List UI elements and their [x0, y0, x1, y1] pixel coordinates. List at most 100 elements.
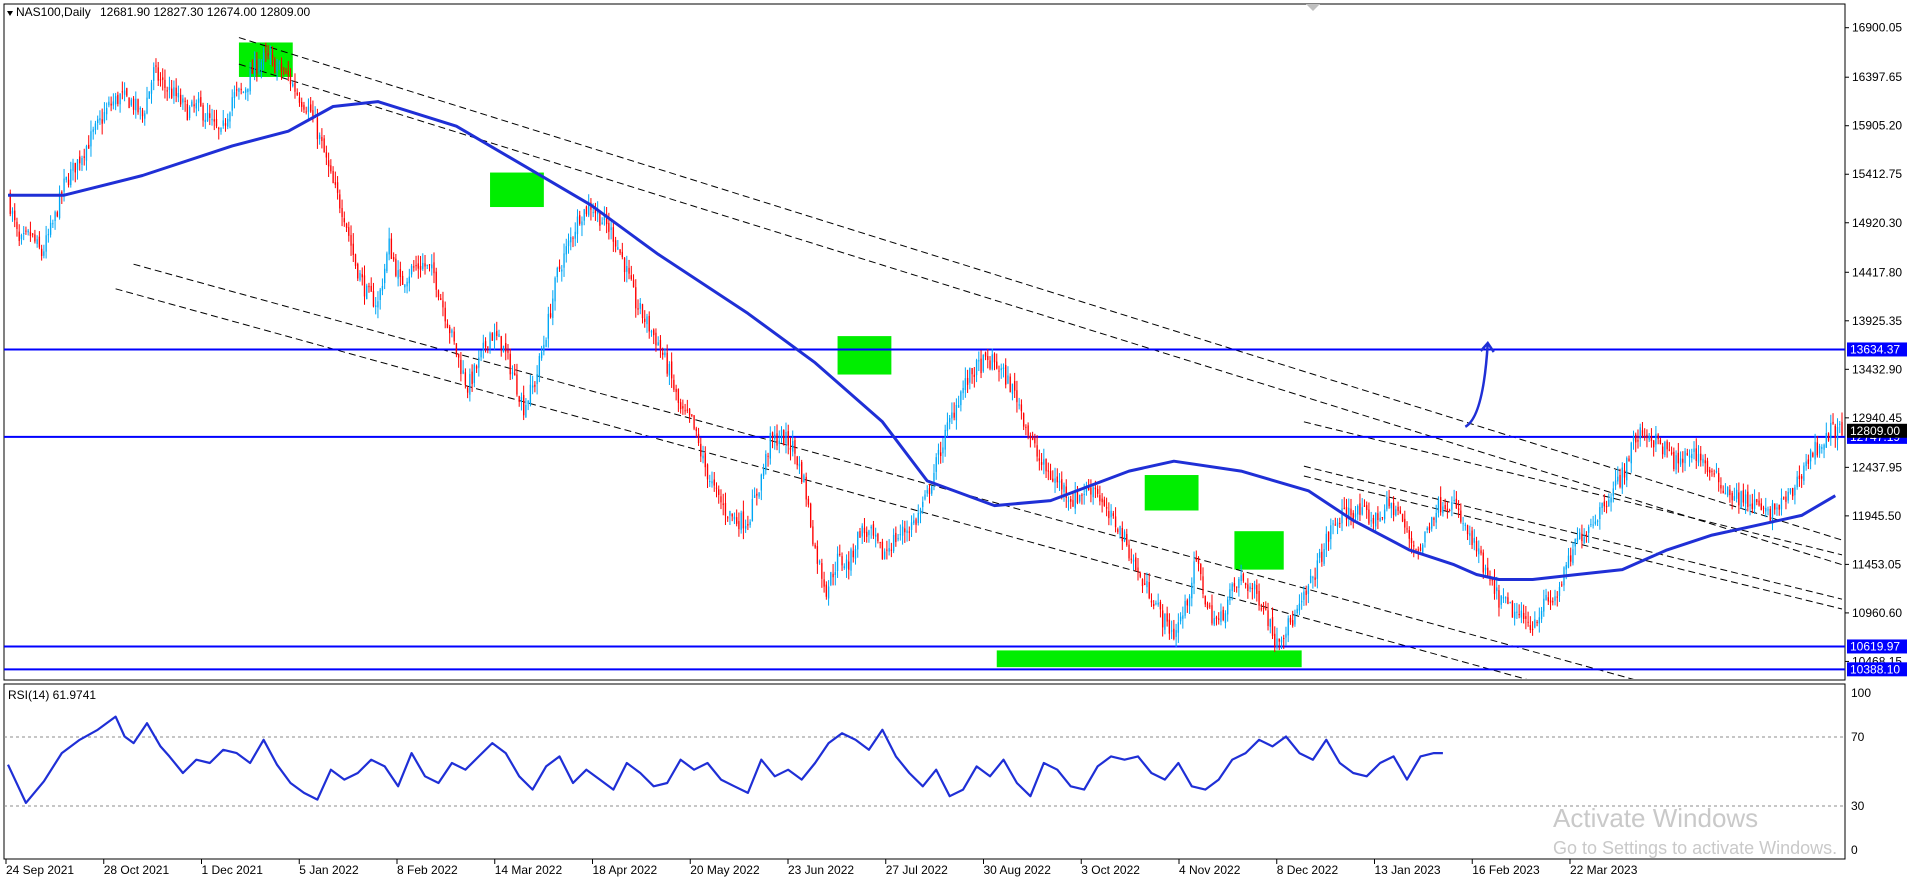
candle-body: [783, 430, 785, 446]
candle-body: [1644, 436, 1646, 438]
candle-body: [1379, 517, 1381, 521]
candle-body: [514, 373, 516, 376]
candle-body: [1655, 433, 1657, 445]
candle-body: [975, 360, 978, 376]
candle-body: [108, 101, 110, 106]
channel-line-4: [1303, 421, 1843, 556]
candle-body: [377, 301, 379, 308]
candle-body: [1271, 617, 1274, 636]
rsi-pane[interactable]: RSI(14) 61.9741 100 70 30 0: [3, 683, 1871, 860]
candle-body: [1758, 500, 1760, 506]
candle-body: [984, 352, 987, 357]
candle-body: [789, 447, 792, 450]
candle-body: [505, 343, 507, 352]
candle-body: [756, 493, 758, 496]
candle-body: [1800, 476, 1803, 479]
candle-body: [1399, 510, 1401, 514]
candle-body: [188, 107, 191, 118]
price-pane[interactable]: 16900.05 16397.65 15905.20 15412.75 14920.30…: [3, 3, 1907, 767]
candle-body: [334, 182, 337, 185]
candle-body: [469, 374, 471, 395]
candle-body: [1581, 533, 1583, 542]
candle-body: [1733, 496, 1736, 501]
candle-body: [1585, 534, 1588, 536]
candle-body: [267, 52, 269, 56]
candle-body: [132, 98, 135, 110]
candle-body: [1292, 620, 1294, 626]
candle-body: [260, 61, 263, 69]
candle-body: [1688, 455, 1691, 458]
candle-body: [179, 94, 182, 105]
candle-body: [1092, 487, 1094, 498]
candle-body: [1552, 601, 1554, 603]
candle-body: [987, 356, 989, 361]
candle-body: [1767, 509, 1769, 511]
candle-body: [1516, 611, 1518, 613]
collapse-triangle-icon[interactable]: [7, 11, 13, 16]
price-pane-frame: [3, 3, 1846, 681]
candle-body: [565, 246, 567, 255]
candle-body: [1796, 476, 1798, 488]
candle-body: [969, 367, 971, 383]
candle-body: [527, 400, 529, 404]
rsi-tick-70: 70: [1851, 730, 1865, 744]
candle-body: [413, 266, 415, 268]
candle-body: [1401, 513, 1404, 522]
candle-body: [1374, 512, 1377, 527]
level-label-3: 10619.97: [1850, 639, 1900, 653]
candle-body: [534, 384, 536, 387]
candle-body: [323, 138, 325, 153]
shift-marker-icon[interactable]: [1306, 4, 1320, 11]
candle-body: [1482, 552, 1484, 573]
candle-body: [1635, 434, 1637, 443]
candle-body: [1372, 518, 1375, 524]
candle-body: [426, 264, 428, 266]
candle-body: [814, 544, 816, 548]
price-tick-label-8: 12940.45: [1852, 411, 1902, 425]
candle-body: [204, 119, 206, 123]
candle-body: [666, 352, 668, 374]
candle-body: [928, 488, 931, 495]
candle-body: [94, 123, 97, 131]
candle-body: [1749, 504, 1751, 507]
rsi-tick-0: 0: [1851, 843, 1858, 857]
candle-body: [395, 258, 397, 276]
candle-body: [184, 100, 186, 102]
candle-body: [489, 333, 491, 349]
candle-body: [1792, 487, 1794, 497]
candle-body: [1529, 625, 1532, 631]
candle-body: [1233, 583, 1236, 587]
candle-body: [700, 443, 702, 457]
candle-body: [446, 323, 449, 328]
candle-body: [1807, 459, 1810, 464]
time-tick-label-4: 8 Feb 2022: [397, 863, 458, 877]
candle-body: [1377, 513, 1379, 521]
candle-body: [357, 263, 359, 279]
candle-body: [1186, 600, 1188, 606]
candle-body: [18, 231, 20, 241]
candle-body: [610, 227, 612, 230]
candle-body: [1695, 448, 1697, 461]
candle-body: [1209, 605, 1211, 607]
candle-body: [1742, 490, 1745, 503]
candle-body: [159, 79, 162, 81]
candle-body: [1610, 497, 1612, 503]
candle-body: [1227, 599, 1229, 615]
candle-body: [1603, 501, 1606, 507]
candle-body: [1110, 510, 1112, 518]
candle-body: [1686, 453, 1688, 455]
candle-body: [383, 268, 386, 284]
candle-body: [1339, 523, 1341, 525]
candle-body: [502, 345, 505, 353]
candle-body: [552, 298, 554, 318]
candle-body: [641, 304, 644, 319]
candle-body: [1390, 502, 1393, 509]
candle-body: [121, 91, 124, 93]
zone-4: [1234, 531, 1284, 570]
candle-body: [307, 106, 310, 112]
candle-body: [417, 263, 419, 269]
candle-body: [1466, 525, 1469, 535]
candle-body: [480, 350, 482, 358]
candle-body: [1827, 433, 1830, 441]
